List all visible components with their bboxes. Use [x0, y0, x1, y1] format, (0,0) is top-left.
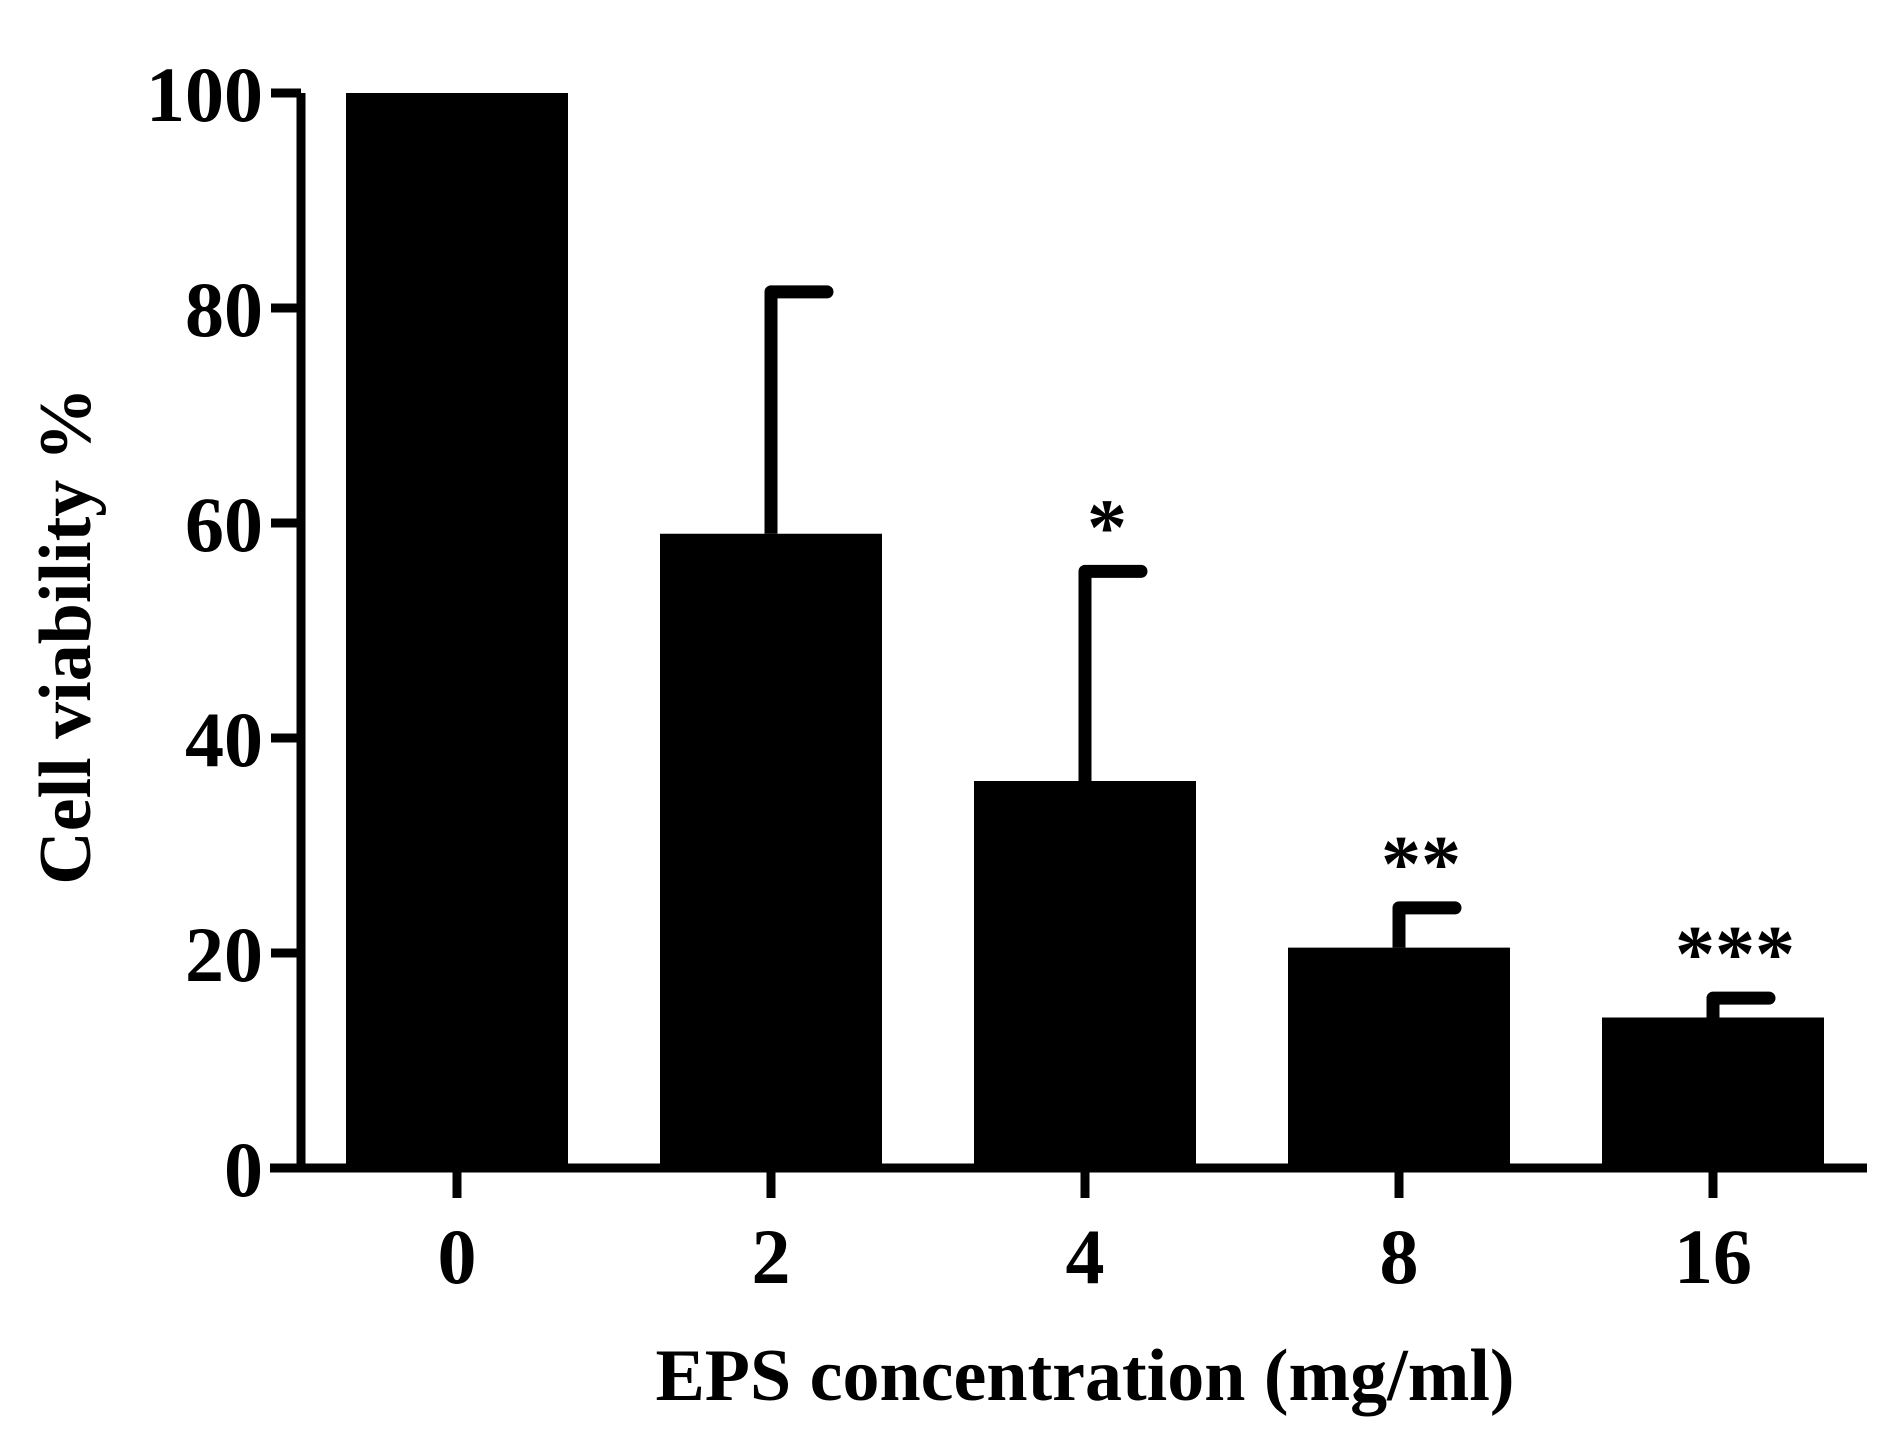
- x-tick-label-0: 0: [438, 1213, 477, 1300]
- y-tick-label-100: 100: [146, 51, 263, 138]
- x-ticks: 0 2 4 8 16: [438, 1168, 1752, 1300]
- y-tick-label-80: 80: [185, 266, 263, 353]
- significance-labels: ******: [1087, 484, 1795, 999]
- y-tick-label-20: 20: [185, 911, 263, 998]
- axes-layer: [270, 93, 1867, 1173]
- x-axis-title: EPS concentration (mg/ml): [655, 1335, 1514, 1417]
- x-tick-label-16: 16: [1674, 1213, 1752, 1300]
- x-tick-label-2: 2: [752, 1213, 791, 1300]
- y-ticks: 0 20 40 60 80 100: [146, 51, 301, 1213]
- bar-8: [1288, 947, 1510, 1168]
- bar-0: [346, 93, 568, 1168]
- x-tick-label-8: 8: [1380, 1213, 1419, 1300]
- x-tick-label-4: 4: [1066, 1213, 1105, 1300]
- bars-layer: [346, 93, 1824, 1168]
- bar-16: [1602, 1017, 1824, 1168]
- significance-label-16: ***: [1675, 911, 1795, 999]
- y-tick-label-0: 0: [224, 1126, 263, 1213]
- significance-label-8: **: [1381, 821, 1461, 909]
- bar-4: [974, 781, 1196, 1168]
- y-axis-title: Cell viability %: [25, 387, 107, 884]
- y-tick-label-40: 40: [185, 696, 263, 783]
- bar-2: [660, 533, 882, 1168]
- error-bars-layer: [764, 285, 1776, 1018]
- significance-label-4: *: [1087, 484, 1127, 572]
- y-tick-label-60: 60: [185, 481, 263, 568]
